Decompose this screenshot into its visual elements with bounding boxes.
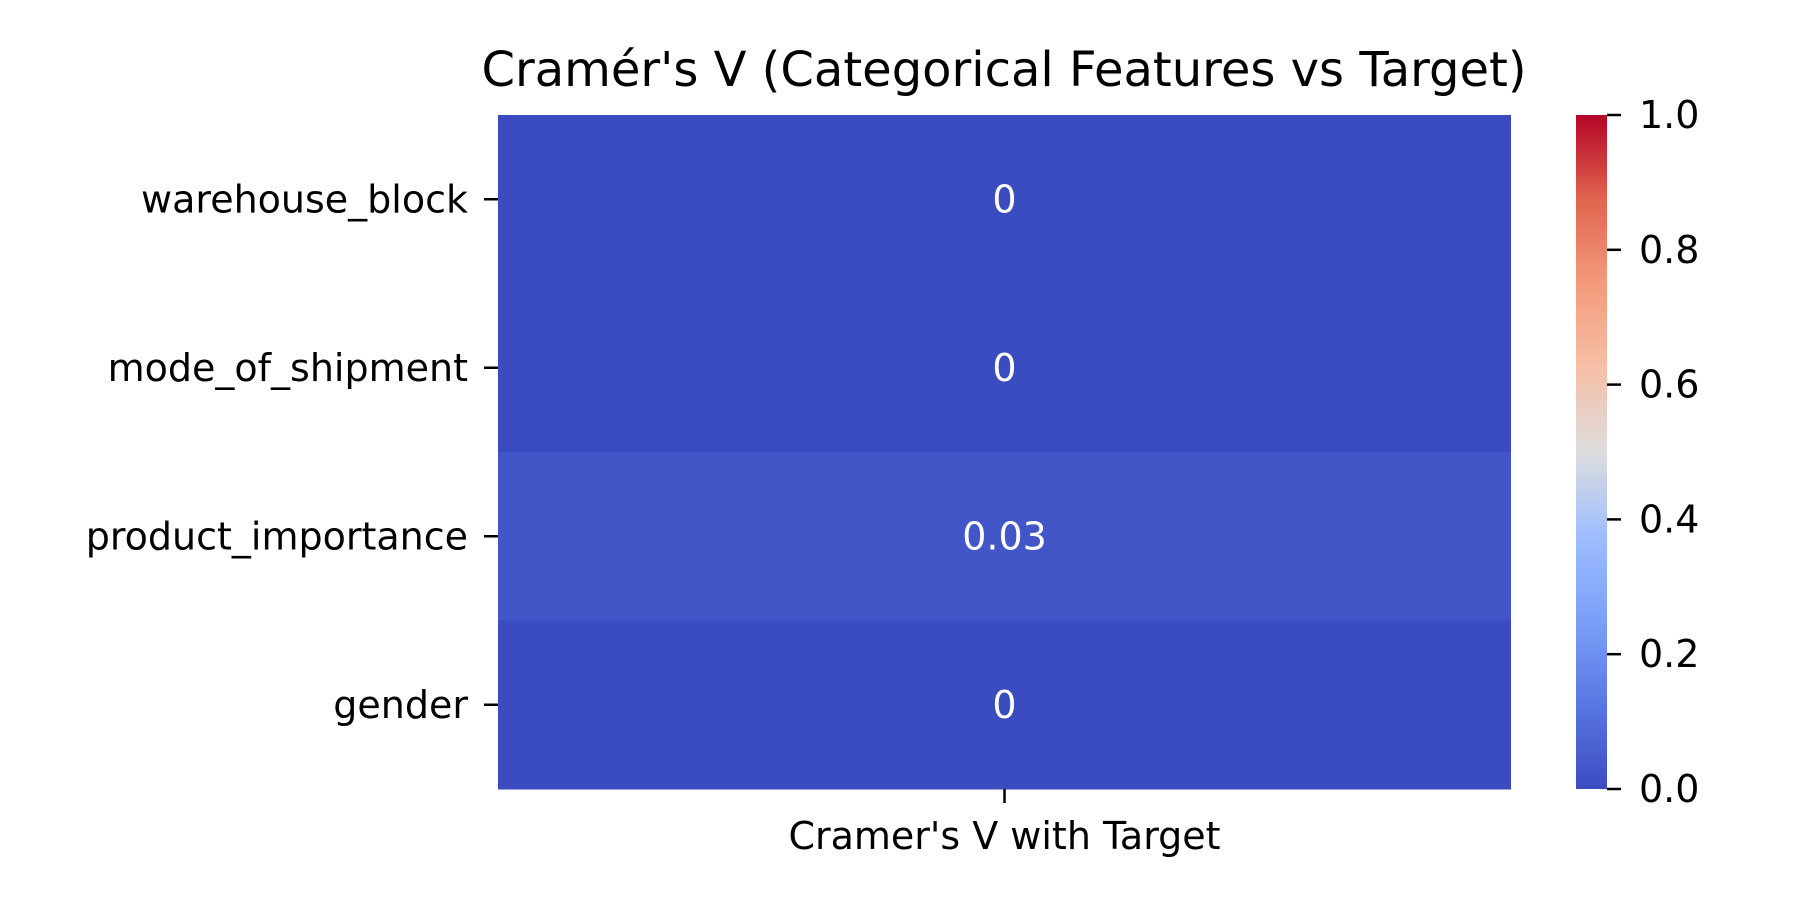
colorbar-tick-label: 1.0	[1639, 93, 1699, 137]
heatmap-cell-labels: 0 0 0.03 0	[962, 177, 1047, 727]
colorbar-tick-label: 0.4	[1639, 497, 1699, 541]
colorbar-tick-label: 0.6	[1639, 363, 1699, 407]
cell-value-label: 0.03	[962, 514, 1047, 558]
y-tick-label: product_importance	[86, 514, 468, 558]
heatmap-cell-product_importance	[498, 452, 1511, 621]
cell-value-label: 0	[992, 683, 1016, 727]
y-axis: warehouse_block mode_of_shipment product_i…	[86, 177, 498, 727]
colorbar-tick-label: 0.8	[1639, 228, 1699, 272]
x-tick-label: Cramer's V with Target	[788, 814, 1220, 858]
colorbar-tick-label: 0.0	[1639, 767, 1699, 811]
y-tick-label: warehouse_block	[141, 177, 468, 221]
heatmap-cell-gender	[498, 620, 1511, 790]
y-tick-label: mode_of_shipment	[108, 346, 468, 390]
cell-value-label: 0	[992, 177, 1016, 221]
colorbar-gradient	[1576, 115, 1607, 789]
heatmap-cells	[498, 115, 1511, 790]
heatmap-cell-warehouse_block	[498, 115, 1511, 284]
colorbar-tick-label: 0.2	[1639, 632, 1699, 676]
x-axis: Cramer's V with Target	[788, 789, 1221, 858]
heatmap-cell-mode_of_shipment	[498, 283, 1511, 453]
colorbar: 0.0 0.2 0.4 0.6 0.8 1.0	[1576, 93, 1699, 811]
chart-title: Cramér's V (Categorical Features vs Targ…	[481, 42, 1526, 98]
y-tick-label: gender	[333, 683, 468, 727]
cell-value-label: 0	[992, 346, 1016, 390]
